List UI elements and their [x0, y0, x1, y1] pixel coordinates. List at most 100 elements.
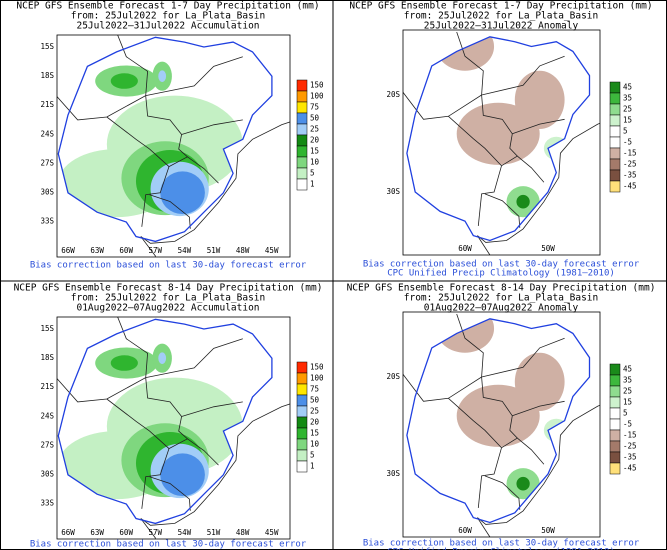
legend-swatch — [609, 169, 621, 182]
lon-label: 57W — [149, 246, 163, 255]
precip-area — [514, 352, 565, 411]
country-border — [448, 376, 518, 449]
legend-swatch — [609, 363, 621, 376]
map-area — [57, 317, 290, 539]
legend-swatch — [296, 178, 308, 191]
legend-label: 1 — [310, 180, 315, 189]
coastline — [477, 404, 600, 537]
country-border — [517, 155, 545, 183]
legend-swatch — [296, 449, 308, 462]
legend-label: 25 — [310, 407, 319, 416]
legend-label: -35 — [623, 453, 637, 462]
legend-label: 20 — [310, 418, 320, 427]
lat-label: 21S — [40, 100, 54, 109]
legend-swatch — [296, 372, 308, 385]
legend-label: 100 — [310, 92, 324, 101]
legend-swatch — [609, 374, 621, 387]
lon-label: 54W — [178, 528, 192, 537]
legend-label: 75 — [310, 103, 319, 112]
country-border — [181, 119, 243, 135]
legend-label: 45 — [623, 365, 632, 374]
map-frame — [402, 311, 601, 538]
legend-label: -15 — [623, 431, 637, 440]
country-border — [141, 166, 170, 227]
legend-swatch — [609, 158, 621, 171]
lat-label: 24S — [40, 411, 54, 420]
lat-label: 30S — [386, 469, 400, 478]
legend-label: 15 — [623, 116, 632, 125]
country-border — [145, 56, 243, 96]
legend-swatch — [296, 145, 308, 158]
country-border — [484, 193, 521, 228]
lon-label: 63W — [90, 528, 104, 537]
basin-outline — [57, 36, 273, 243]
legend-label: 75 — [310, 385, 319, 394]
country-border — [187, 156, 219, 184]
country-border — [512, 400, 565, 417]
legend-swatch — [609, 114, 621, 127]
map-area — [57, 35, 290, 257]
legend-swatch — [296, 79, 308, 92]
precip-area — [158, 70, 167, 82]
legend-label: 35 — [623, 376, 632, 385]
country-border — [448, 94, 518, 167]
legend-swatch — [609, 147, 621, 160]
panel-title: from: 25Jul2022 for La_Plata_Basin — [404, 293, 598, 304]
precip-area — [110, 355, 138, 371]
map-area — [403, 312, 600, 537]
map-area — [403, 30, 600, 255]
map-frame — [56, 316, 291, 540]
legend-swatch — [296, 394, 308, 407]
legend-label: -35 — [623, 171, 637, 180]
basin-outline — [406, 36, 591, 242]
legend-label: 20 — [310, 136, 320, 145]
lat-label: 15S — [40, 324, 54, 333]
lon-label: 51W — [207, 246, 221, 255]
legend-label: 25 — [623, 387, 632, 396]
lon-label: 57W — [149, 528, 163, 537]
panel-title: NCEP GFS Ensemble Forecast 1-7 Day Preci… — [349, 1, 652, 12]
country-border — [149, 194, 191, 229]
legend-swatch — [296, 167, 308, 180]
lon-label: 54W — [178, 246, 192, 255]
legend-label: 100 — [310, 374, 324, 383]
lat-label: 30S — [386, 187, 400, 196]
footnote: Bias correction based on last 30-day for… — [30, 261, 307, 271]
legend-label: 45 — [623, 83, 632, 92]
legend-swatch — [296, 438, 308, 451]
lat-label: 15S — [40, 42, 54, 51]
lon-label: 66W — [61, 246, 75, 255]
legend-swatch — [609, 462, 621, 475]
precip-area — [514, 70, 565, 129]
basin-fill — [58, 343, 243, 500]
basin-outline — [57, 318, 273, 525]
legend-label: 10 — [310, 440, 320, 449]
lat-label: 20S — [386, 90, 400, 99]
coastline — [140, 403, 290, 539]
legend-swatch — [296, 361, 308, 374]
legend-swatch — [609, 92, 621, 105]
panel-title: from: 25Jul2022 for La_Plata_Basin — [71, 11, 265, 22]
lon-label: 50W — [541, 526, 555, 535]
lon-label: 60W — [119, 246, 133, 255]
legend-label: 15 — [623, 398, 632, 407]
country-border — [517, 437, 545, 465]
legend-swatch — [609, 451, 621, 464]
panel-title: from: 25Jul2022 for La_Plata_Basin — [404, 11, 598, 22]
panel-title: 25Jul2022–31Jul2022 Anomaly — [424, 21, 579, 32]
panel-title: 25Jul2022–31Jul2022 Accumulation — [76, 21, 259, 32]
legend-label: 15 — [310, 429, 319, 438]
panel-title: from: 25Jul2022 for La_Plata_Basin — [71, 293, 265, 304]
map-frame — [56, 34, 291, 258]
legend-label: 10 — [310, 158, 320, 167]
coastline — [477, 122, 600, 255]
lon-label: 45W — [265, 246, 279, 255]
legend-label: 50 — [310, 396, 320, 405]
legend-swatch — [609, 396, 621, 409]
legend-swatch — [609, 440, 621, 453]
country-border — [477, 447, 502, 508]
lat-label: 30S — [40, 188, 54, 197]
forecast-panel: NCEP GFS Ensemble Forecast 1-7 Day Preci… — [16, 1, 324, 271]
legend-label: 5 — [310, 169, 315, 178]
legend-swatch — [609, 407, 621, 420]
